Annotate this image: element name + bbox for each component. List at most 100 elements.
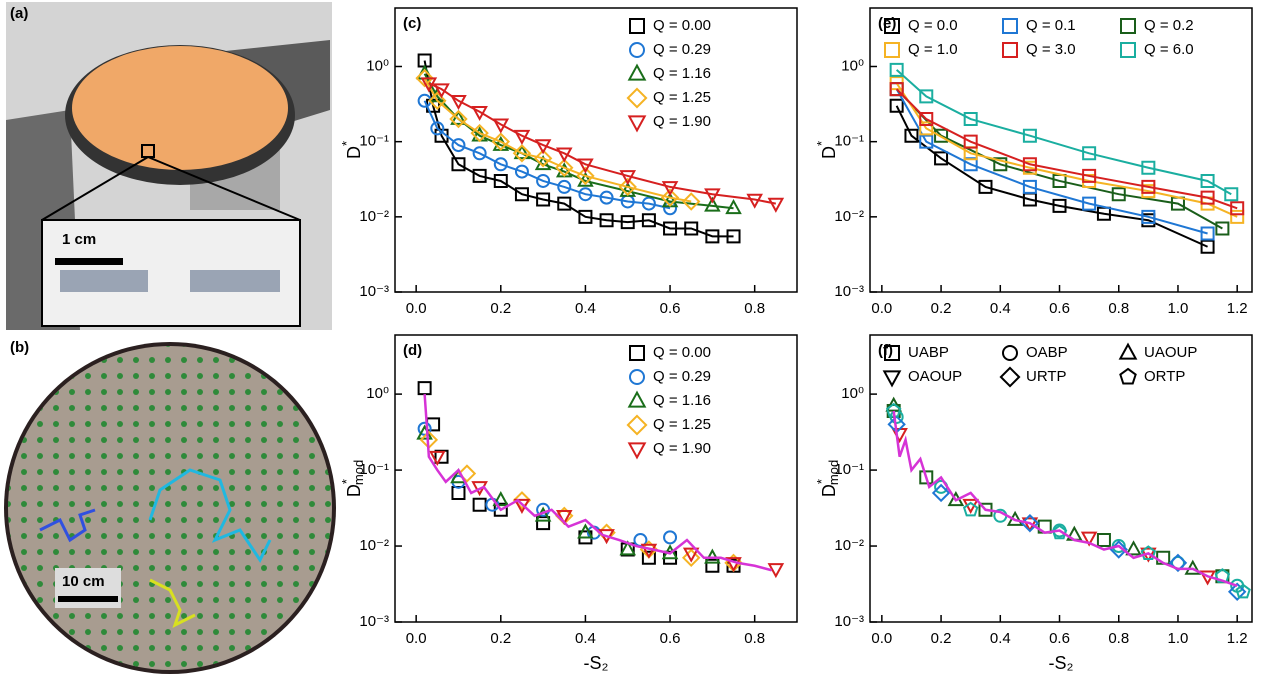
marker <box>555 147 573 163</box>
y-tick-label: 10⁰ <box>366 385 389 402</box>
legend-marker <box>1120 42 1136 58</box>
marker <box>1096 533 1111 548</box>
marker <box>618 177 637 197</box>
marker <box>449 109 468 129</box>
marker <box>492 491 510 507</box>
trajectory <box>149 578 196 628</box>
marker <box>641 196 656 211</box>
panel-label: (c) <box>403 15 421 32</box>
y-tick-label: 10⁰ <box>841 57 864 74</box>
marker <box>962 501 979 517</box>
legend-label: Q = 1.16 <box>653 65 711 82</box>
legend-marker <box>884 345 900 361</box>
y-tick-label: 10⁻² <box>359 537 389 554</box>
y-tick-label: 10⁻³ <box>834 283 864 300</box>
marker <box>472 497 487 512</box>
marker <box>1224 187 1239 202</box>
marker <box>1215 221 1230 236</box>
marker <box>578 187 593 202</box>
scale-bar <box>58 596 118 602</box>
marker <box>428 91 447 110</box>
zoom-line <box>41 156 149 221</box>
x-tick-label: 1.0 <box>1168 630 1189 647</box>
marker <box>451 138 466 153</box>
marker <box>885 396 902 412</box>
plot-frame <box>869 7 1253 293</box>
marker <box>681 548 701 568</box>
marker <box>450 109 467 125</box>
y-axis-label-part: * <box>814 479 829 484</box>
legend-label: Q = 0.29 <box>653 368 711 385</box>
marker <box>1200 190 1215 205</box>
marker <box>660 188 680 207</box>
y-axis-label-part: D <box>344 146 364 159</box>
marker <box>429 450 446 466</box>
x-tick-label: 0.8 <box>1108 300 1129 317</box>
marker <box>963 157 978 172</box>
marker <box>514 187 529 202</box>
marker <box>684 221 699 236</box>
legend-label: Q = 1.25 <box>653 89 711 106</box>
x-tick-label: 0.4 <box>990 300 1011 317</box>
legend-marker <box>629 42 645 58</box>
marker <box>725 557 742 573</box>
x-tick-label: 0.2 <box>490 300 511 317</box>
marker <box>1022 179 1037 194</box>
panel-label: (b) <box>10 339 29 356</box>
legend-marker <box>626 414 648 436</box>
marker <box>1051 524 1068 540</box>
y-tick-label: 10⁻² <box>834 208 864 225</box>
y-axis-label: D*mod <box>814 460 841 497</box>
legend-label: Q = 1.16 <box>653 392 711 409</box>
y-tick-label: 10⁻¹ <box>834 133 864 150</box>
marker <box>493 502 508 517</box>
marker <box>993 157 1008 172</box>
marker <box>1082 168 1097 183</box>
y-axis-label-part: D <box>819 146 839 159</box>
marker <box>963 134 978 149</box>
marker <box>620 215 635 230</box>
marker <box>663 530 678 545</box>
series-line <box>895 88 1238 210</box>
x-tick-label: 0.4 <box>990 630 1011 647</box>
marker <box>1200 239 1215 254</box>
marker <box>726 558 741 573</box>
y-tick-label: 10⁻¹ <box>359 461 389 478</box>
marker <box>417 381 432 396</box>
x-tick-label: 0.8 <box>744 300 765 317</box>
marker <box>514 164 529 179</box>
marker <box>493 173 508 188</box>
marker <box>576 166 595 186</box>
panel-label: (d) <box>403 342 422 359</box>
particle <box>60 270 148 292</box>
legend-label: Q = 3.0 <box>1026 41 1076 58</box>
photo-panel: 10 cm (b) <box>4 339 336 674</box>
marker <box>557 196 572 211</box>
panel-label: (e) <box>878 15 896 32</box>
x-tick-label: 0.6 <box>660 630 681 647</box>
x-tick-label: 0.4 <box>575 300 596 317</box>
legend-label: Q = 0.1 <box>1026 17 1076 34</box>
y-axis-label-part: * <box>339 141 354 146</box>
marker <box>536 173 551 188</box>
y-tick-label: 10⁻³ <box>834 613 864 630</box>
marker <box>512 491 532 510</box>
marker <box>451 157 466 172</box>
legend-label: Q = 1.90 <box>653 440 711 457</box>
x-axis-label: -S₂ <box>1049 653 1074 673</box>
marker <box>1020 513 1040 533</box>
y-tick-label: 10⁻² <box>359 208 389 225</box>
x-tick-label: 0.2 <box>931 630 952 647</box>
series-line <box>895 88 1208 235</box>
x-tick-label: 1.2 <box>1227 630 1248 647</box>
marker <box>1111 187 1126 202</box>
marker <box>1125 540 1142 556</box>
scale-text: 10 cm <box>62 573 105 590</box>
x-tick-label: 0.0 <box>406 630 427 647</box>
marker <box>1141 160 1156 175</box>
legend-label: OAOUP <box>908 368 962 385</box>
marker <box>619 170 637 186</box>
marker <box>513 129 531 145</box>
legend-label: Q = 0.00 <box>653 344 711 361</box>
trajectory <box>148 468 272 563</box>
